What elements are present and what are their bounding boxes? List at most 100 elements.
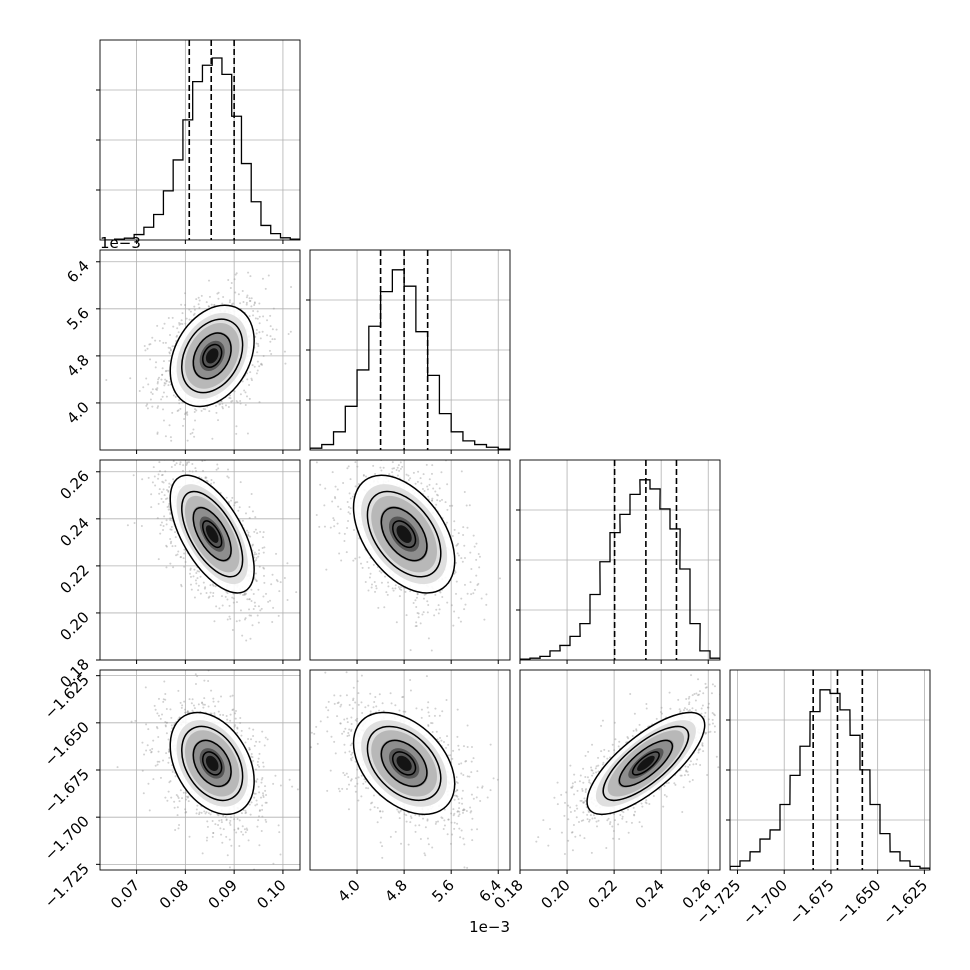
sample-point (177, 451, 179, 453)
sample-point (245, 301, 248, 304)
sample-point (217, 700, 220, 703)
sample-point (165, 369, 168, 372)
sample-point (425, 675, 428, 678)
sample-point (209, 813, 212, 816)
sample-point (456, 708, 459, 711)
sample-point (248, 608, 251, 611)
sample-point (437, 604, 440, 607)
sample-point (186, 462, 189, 465)
sample-point (228, 394, 231, 397)
sample-point (170, 540, 173, 543)
sample-point (463, 843, 466, 846)
sample-point (349, 478, 352, 481)
sample-point (361, 566, 364, 569)
sample-point (481, 786, 484, 789)
panel-hist-p0 (96, 39, 301, 244)
sample-point (228, 822, 231, 825)
sample-point (258, 565, 261, 568)
sample-point (156, 712, 159, 715)
sample-point (415, 452, 417, 454)
sample-point (186, 439, 189, 442)
sample-point (325, 568, 328, 571)
sample-point (250, 377, 253, 380)
sample-point (222, 714, 225, 717)
sample-point (286, 562, 289, 565)
sample-point (427, 724, 430, 727)
sample-point (181, 451, 183, 453)
sample-point (248, 614, 251, 617)
sample-point (157, 473, 160, 476)
sample-point (346, 717, 349, 720)
sample-point (462, 837, 465, 840)
y-offset-label: 1e−3 (100, 234, 141, 252)
sample-point (266, 319, 269, 322)
sample-point (336, 522, 339, 525)
density-group (105, 271, 293, 442)
sample-point (158, 488, 161, 491)
y-tick-label: 5.6 (63, 304, 93, 334)
sample-point (387, 585, 390, 588)
sample-point (258, 809, 261, 812)
sample-point (188, 308, 191, 311)
sample-point (432, 487, 435, 490)
sample-point (250, 801, 253, 804)
sample-point (227, 468, 230, 471)
sample-point (205, 839, 208, 842)
sample-point (275, 552, 278, 555)
sample-point (179, 556, 182, 559)
sample-point (343, 718, 346, 721)
sample-point (130, 720, 133, 723)
sample-point (243, 828, 246, 831)
sample-point (454, 592, 457, 595)
sample-point (161, 480, 164, 483)
x-tick-label: 0.08 (156, 876, 192, 912)
sample-point (191, 698, 194, 701)
sample-point (171, 411, 174, 414)
sample-point (422, 473, 425, 476)
sample-point (386, 593, 389, 596)
sample-point (364, 580, 367, 583)
sample-point (241, 380, 244, 383)
sample-point (256, 310, 259, 313)
sample-point (211, 583, 214, 586)
sample-point (178, 399, 181, 402)
sample-point (466, 526, 469, 529)
sample-point (208, 410, 211, 413)
sample-point (258, 365, 261, 368)
sample-point (180, 303, 183, 306)
sample-point (177, 827, 180, 830)
sample-point (463, 544, 466, 547)
sample-point (152, 466, 155, 469)
sample-point (206, 836, 209, 839)
sample-point (167, 508, 170, 511)
sample-point (472, 534, 475, 537)
sample-point (191, 462, 194, 465)
sample-point (182, 424, 185, 427)
sample-point (463, 608, 466, 611)
sample-point (238, 819, 241, 822)
sample-point (338, 790, 341, 793)
sample-point (167, 761, 170, 764)
sample-point (258, 302, 261, 305)
sample-point (399, 461, 402, 464)
sample-point (169, 347, 172, 350)
sample-point (167, 505, 170, 508)
sample-point (126, 524, 129, 527)
sample-point (151, 747, 154, 750)
panel-hist-p1 (306, 249, 511, 454)
sample-point (456, 810, 459, 813)
sample-point (258, 322, 261, 325)
sample-point (177, 689, 180, 692)
sample-point (369, 710, 372, 713)
sample-point (255, 557, 258, 560)
sample-point (341, 787, 344, 790)
sample-point (186, 711, 189, 714)
sample-point (187, 443, 189, 445)
sample-point (187, 461, 190, 464)
sample-point (160, 474, 163, 477)
sample-point (421, 613, 424, 616)
sample-point (186, 461, 189, 464)
sample-point (165, 752, 168, 755)
sample-point (448, 504, 451, 507)
sample-point (249, 299, 252, 302)
